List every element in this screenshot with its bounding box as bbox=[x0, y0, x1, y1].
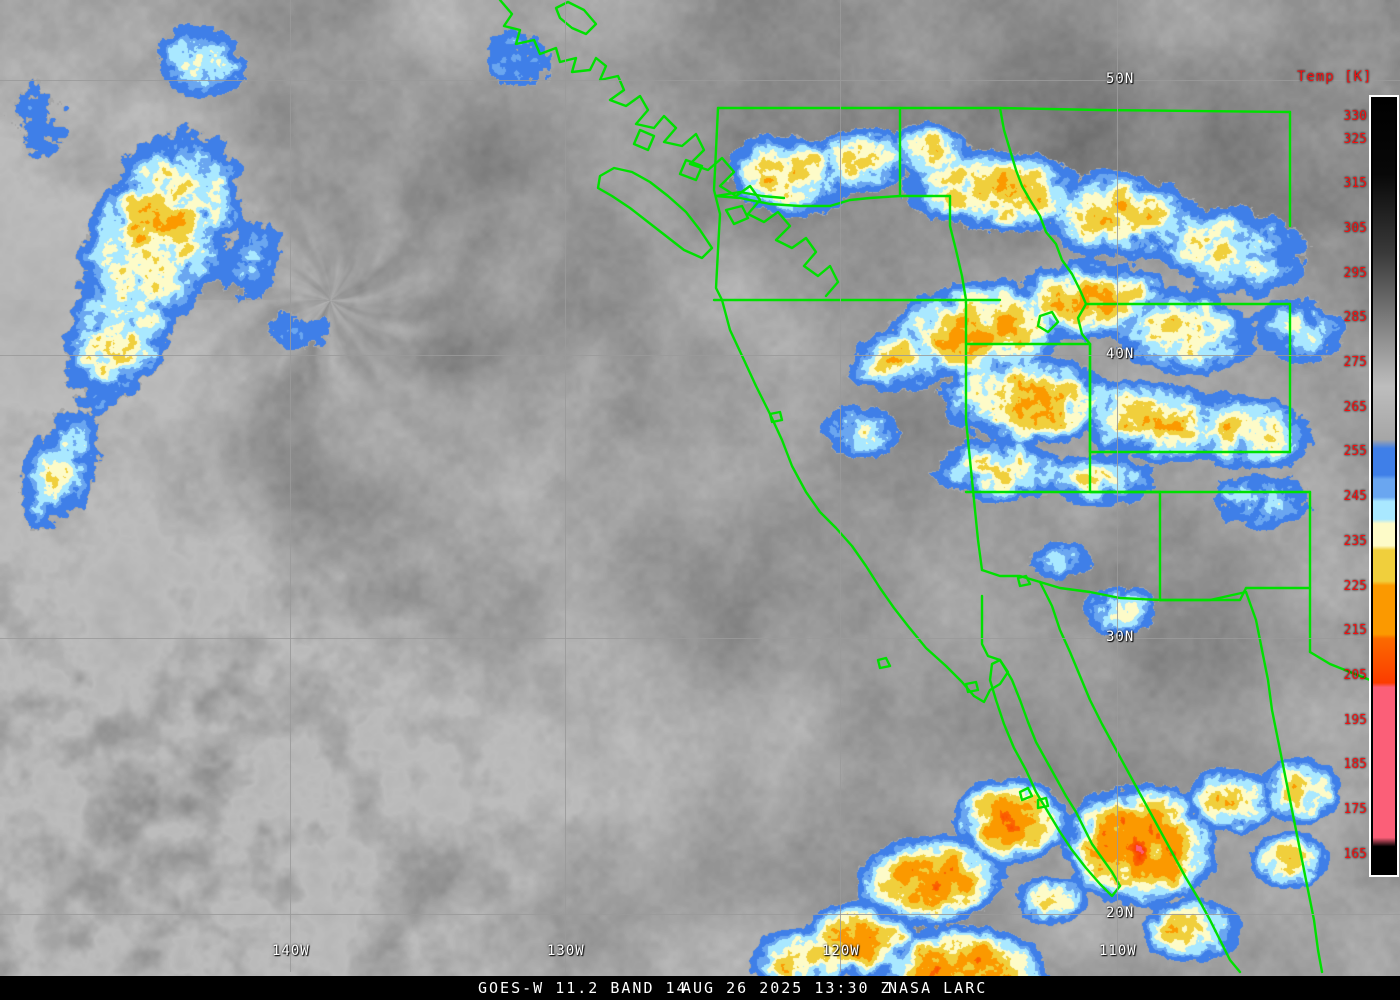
colorbar-tick-330: 330 bbox=[1343, 109, 1367, 125]
colorbar-tick-255: 255 bbox=[1343, 444, 1367, 460]
colorbar-tick-265: 265 bbox=[1343, 399, 1367, 415]
colorbar-tick-205: 205 bbox=[1343, 667, 1367, 683]
caption-bar: GOES-W 11.2 BAND 14 AUG 26 2025 13:30 Z … bbox=[0, 976, 1400, 1000]
caption-product: GOES-W 11.2 BAND 14 bbox=[478, 979, 688, 997]
colorbar-tick-325: 325 bbox=[1343, 131, 1367, 147]
colorbar-tick-195: 195 bbox=[1343, 712, 1367, 728]
colorbar-tick-165: 165 bbox=[1343, 846, 1367, 862]
colorbar-title: Temp [K] bbox=[1297, 69, 1373, 85]
colorbar-tick-295: 295 bbox=[1343, 265, 1367, 281]
grid-label-120W: 120W bbox=[822, 943, 860, 959]
gridline-lon-110W bbox=[1117, 0, 1118, 972]
colorbar-tick-175: 175 bbox=[1343, 801, 1367, 817]
gridline-lat-20N bbox=[0, 914, 1400, 915]
grid-label-20N: 20N bbox=[1106, 905, 1135, 921]
caption-timestamp: AUG 26 2025 13:30 Z bbox=[682, 979, 892, 997]
colorbar-tick-235: 235 bbox=[1343, 533, 1367, 549]
colorbar-tick-215: 215 bbox=[1343, 623, 1367, 639]
grid-label-30N: 30N bbox=[1106, 629, 1135, 645]
colorbar-tick-245: 245 bbox=[1343, 489, 1367, 505]
colorbar-gradient bbox=[1373, 99, 1395, 873]
colorbar-tick-305: 305 bbox=[1343, 221, 1367, 237]
grid-label-50N: 50N bbox=[1106, 71, 1135, 87]
temperature-colorbar[interactable] bbox=[1369, 95, 1399, 877]
caption-source: NASA LARC bbox=[888, 979, 988, 997]
gridline-lat-30N bbox=[0, 638, 1400, 639]
grid-label-40N: 40N bbox=[1106, 346, 1135, 362]
grid-label-110W: 110W bbox=[1099, 943, 1137, 959]
gridline-lon-130W bbox=[565, 0, 566, 972]
colorbar-tick-285: 285 bbox=[1343, 310, 1367, 326]
colorbar-tick-185: 185 bbox=[1343, 757, 1367, 773]
grid-label-140W: 140W bbox=[272, 943, 310, 959]
colorbar-frame bbox=[1369, 95, 1399, 877]
gridline-lat-40N bbox=[0, 355, 1400, 356]
gridline-lon-120W bbox=[840, 0, 841, 972]
colorbar-tick-225: 225 bbox=[1343, 578, 1367, 594]
colorbar-tick-275: 275 bbox=[1343, 355, 1367, 371]
gridline-lon-140W bbox=[290, 0, 291, 972]
colorbar-tick-315: 315 bbox=[1343, 176, 1367, 192]
gridline-lat-50N bbox=[0, 80, 1400, 81]
grid-label-130W: 130W bbox=[547, 943, 585, 959]
